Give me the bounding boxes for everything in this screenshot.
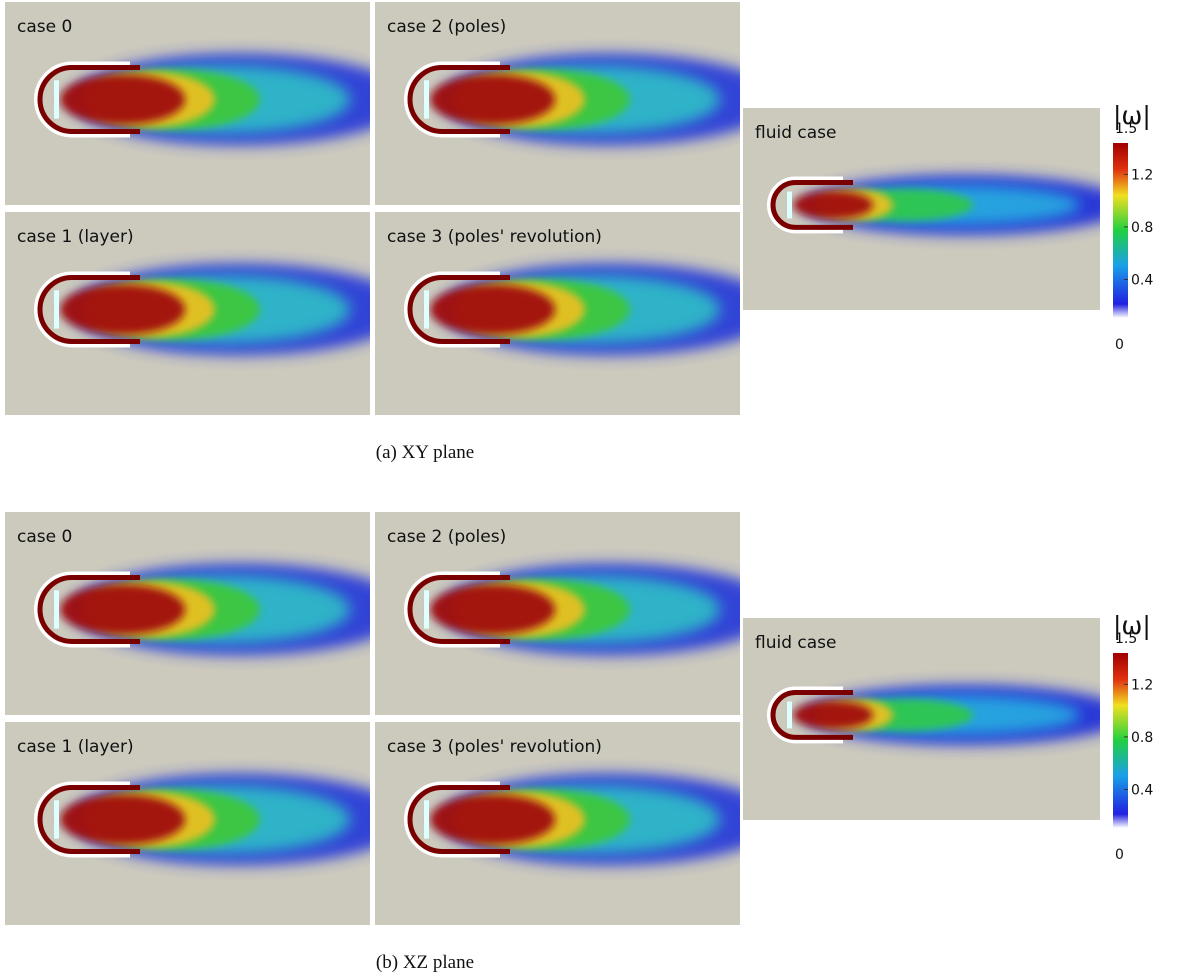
colorbar-tick-label: 1.2 (1131, 167, 1153, 183)
panel-body (375, 212, 740, 415)
wake (60, 584, 185, 635)
body-shell (404, 271, 500, 348)
body-edge (37, 784, 140, 854)
panel-body (743, 108, 1100, 310)
body-gap (424, 800, 429, 839)
colorbar-tick-label: 0.4 (1131, 272, 1153, 288)
body-gap (54, 290, 59, 329)
body-edge (37, 574, 140, 644)
colorbar-tick-label: 0.8 (1131, 220, 1153, 236)
wake (793, 190, 873, 219)
panel-body (5, 2, 370, 205)
colorbar-title: |ω| (1113, 611, 1151, 640)
body-shell (404, 571, 500, 648)
body-edge (407, 574, 510, 644)
wake (60, 284, 185, 335)
body-gap (787, 701, 792, 729)
panel-body (743, 618, 1100, 820)
body-shell (34, 571, 130, 648)
panel: case 3 (poles' revolution) (375, 722, 740, 925)
body-shell (767, 176, 843, 234)
colorbar-tick-label: 1.5 (1115, 121, 1137, 137)
panel-label: fluid case (755, 633, 836, 653)
colorbar-tick-label: 0.8 (1131, 730, 1153, 746)
body-gap (424, 590, 429, 629)
panel-label: case 2 (poles) (387, 527, 506, 547)
body-gap (424, 80, 429, 119)
caption: (b) XZ plane (376, 952, 474, 973)
panel-label: case 0 (17, 17, 72, 37)
wake (430, 794, 555, 845)
body-gap (54, 590, 59, 629)
panel-body (5, 722, 370, 925)
body-shell (34, 271, 130, 348)
body-edge (37, 274, 140, 344)
panel-body (375, 722, 740, 925)
body-edge (770, 690, 853, 740)
panel-label: case 2 (poles) (387, 17, 506, 37)
body-shell (34, 781, 130, 858)
body-edge (407, 274, 510, 344)
panel: case 0 (5, 512, 370, 715)
panel-label: case 1 (layer) (17, 737, 134, 757)
body-shell (404, 61, 500, 138)
colorbar (1113, 653, 1128, 828)
colorbar-tick-label: 1.5 (1115, 631, 1137, 647)
wake (60, 794, 185, 845)
colorbar-tick-label: 0.4 (1131, 782, 1153, 798)
panel-body (5, 212, 370, 415)
panel: case 3 (poles' revolution) (375, 212, 740, 415)
body-edge (407, 64, 510, 134)
panel-label: case 3 (poles' revolution) (387, 737, 602, 757)
body-gap (424, 290, 429, 329)
panel-body (375, 2, 740, 205)
body-gap (787, 191, 792, 219)
body-edge (770, 180, 853, 230)
panel: fluid case (743, 618, 1100, 820)
colorbar-tick-label: 1.2 (1131, 677, 1153, 693)
colorbar-tick-label: 0 (1115, 847, 1124, 863)
wake (430, 74, 555, 125)
panel-body (375, 512, 740, 715)
panel-label: fluid case (755, 123, 836, 143)
panel-body (5, 512, 370, 715)
panel-label: case 3 (poles' revolution) (387, 227, 602, 247)
panel-label: case 1 (layer) (17, 227, 134, 247)
colorbar-title: |ω| (1113, 101, 1151, 130)
panel: case 2 (poles) (375, 2, 740, 205)
panel: case 0 (5, 2, 370, 205)
panel: case 2 (poles) (375, 512, 740, 715)
panel: fluid case (743, 108, 1100, 310)
colorbar-tick-label: 0 (1115, 337, 1124, 353)
body-edge (407, 784, 510, 854)
wake (430, 284, 555, 335)
caption: (a) XY plane (376, 442, 474, 463)
body-gap (54, 800, 59, 839)
panel: case 1 (layer) (5, 212, 370, 415)
body-shell (404, 781, 500, 858)
wake (793, 700, 873, 729)
colorbar (1113, 143, 1128, 318)
body-shell (34, 61, 130, 138)
body-edge (37, 64, 140, 134)
panel: case 1 (layer) (5, 722, 370, 925)
wake (60, 74, 185, 125)
panel-label: case 0 (17, 527, 72, 547)
body-shell (767, 686, 843, 744)
body-gap (54, 80, 59, 119)
wake (430, 584, 555, 635)
